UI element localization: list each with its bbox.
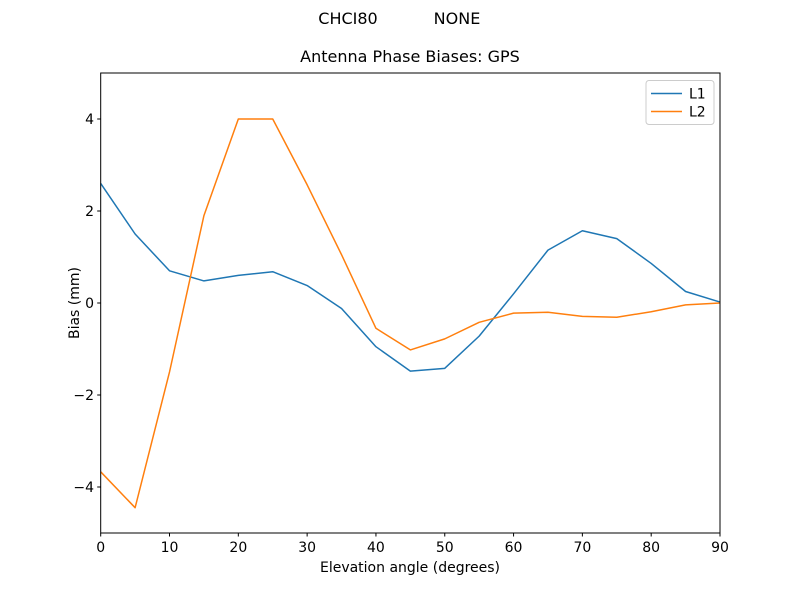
legend: L1 L2 <box>645 80 715 125</box>
suptitle-station: CHCI80 <box>318 9 377 28</box>
legend-label-l1: L1 <box>689 87 706 103</box>
y-tick-label: 2 <box>85 204 94 220</box>
plot-lines <box>100 118 721 509</box>
suptitle-antenna-type: NONE <box>434 9 481 28</box>
x-tick-label: 30 <box>298 540 316 556</box>
legend-box <box>645 80 715 125</box>
x-tick-label: 0 <box>96 540 105 556</box>
y-tick-label: −4 <box>73 480 94 496</box>
y-axis-label: Bias (mm) <box>67 267 83 339</box>
x-tick-label: 20 <box>229 540 247 556</box>
y-tick-label: 0 <box>85 296 94 312</box>
chart-title: Antenna Phase Biases: GPS <box>300 47 520 66</box>
y-tick-label: 4 <box>85 112 94 128</box>
x-tick-label: 40 <box>367 540 385 556</box>
axes-border <box>100 72 721 534</box>
y-axis-ticks: −4 −2 0 2 4 <box>73 112 101 496</box>
x-tick-label: 50 <box>436 540 454 556</box>
x-axis-label: Elevation angle (degrees) <box>320 560 500 576</box>
x-tick-label: 10 <box>161 540 179 556</box>
x-tick-label: 90 <box>711 540 729 556</box>
series-line-l2 <box>100 118 721 509</box>
x-tick-label: 80 <box>642 540 660 556</box>
x-axis-ticks: 0 10 20 30 40 50 60 70 80 90 <box>96 533 729 556</box>
legend-label-l2: L2 <box>689 105 706 121</box>
series-line-l1 <box>100 182 721 372</box>
x-tick-label: 70 <box>573 540 591 556</box>
y-tick-label: −2 <box>73 388 94 404</box>
x-tick-label: 60 <box>505 540 523 556</box>
